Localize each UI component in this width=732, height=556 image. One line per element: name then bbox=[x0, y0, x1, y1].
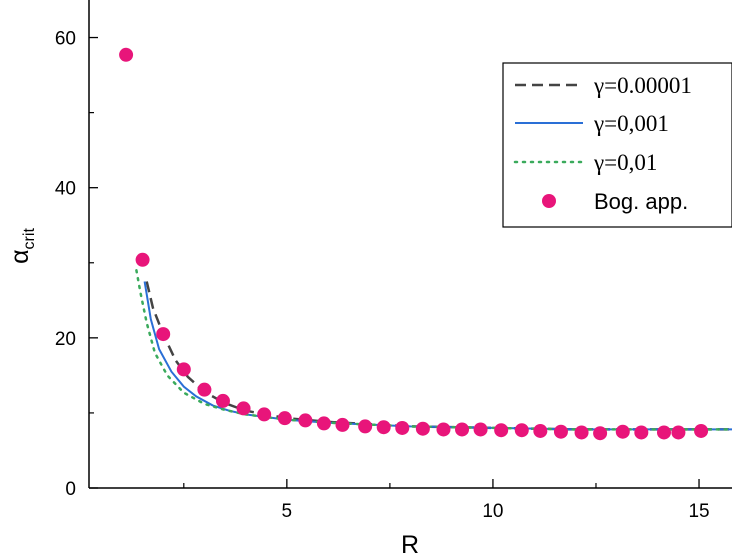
legend-label-3: Bog. app. bbox=[594, 189, 688, 214]
legend: γ=0.00001 γ=0,001 γ=0,01 Bog. app. bbox=[502, 62, 732, 228]
bog-app-point bbox=[553, 424, 568, 439]
bog-app-point bbox=[176, 362, 191, 377]
y-axis-label: αcrit bbox=[6, 228, 38, 264]
bog-app-point bbox=[358, 419, 373, 434]
legend-swatch-3 bbox=[542, 194, 556, 208]
y-tick-label: 60 bbox=[55, 29, 76, 50]
bog-app-point bbox=[634, 425, 649, 440]
bog-app-point bbox=[494, 423, 509, 438]
bog-app-point bbox=[593, 426, 608, 441]
bog-app-point bbox=[671, 425, 686, 440]
bog-app-point bbox=[135, 252, 150, 267]
x-tick-label: 5 bbox=[282, 501, 293, 522]
bog-app-point bbox=[376, 420, 391, 435]
bog-app-point bbox=[156, 327, 171, 342]
legend-label-1: γ=0,001 bbox=[593, 111, 669, 136]
bog-app-point bbox=[455, 422, 470, 437]
bog-app-point bbox=[436, 422, 451, 437]
x-ticks: 5 10 15 bbox=[183, 479, 710, 522]
bog-app-point bbox=[656, 425, 671, 440]
bog-app-point bbox=[257, 407, 272, 422]
bog-app-point bbox=[236, 401, 251, 416]
bog-app-point bbox=[395, 420, 410, 435]
y-ticks: 0 20 40 60 bbox=[55, 29, 98, 500]
y-tick-label: 40 bbox=[55, 179, 76, 200]
bog-app-point bbox=[415, 421, 430, 436]
bog-app-point bbox=[694, 423, 709, 438]
x-axis-label: R bbox=[401, 531, 419, 556]
bog-app-point bbox=[615, 424, 630, 439]
bog-app-point bbox=[574, 425, 589, 440]
bog-app-point bbox=[514, 423, 529, 438]
y-tick-label: 0 bbox=[65, 479, 76, 500]
legend-label-2: γ=0,01 bbox=[593, 150, 657, 175]
y-axis-label-sub: crit bbox=[21, 228, 38, 250]
bog-app-point bbox=[277, 411, 292, 426]
svg-text:αcrit: αcrit bbox=[6, 228, 38, 264]
legend-label-0: γ=0.00001 bbox=[593, 73, 692, 98]
bog-app-point bbox=[298, 413, 313, 428]
x-tick-label: 15 bbox=[688, 501, 709, 522]
x-tick-label: 10 bbox=[482, 501, 503, 522]
series-line-0 bbox=[145, 281, 732, 431]
y-axis-label-main: α bbox=[6, 249, 34, 263]
bog-app-point bbox=[215, 393, 230, 408]
bog-app-point bbox=[473, 422, 488, 437]
bog-app-point bbox=[335, 417, 350, 432]
bog-app-point bbox=[316, 416, 331, 431]
y-tick-label: 20 bbox=[55, 329, 76, 350]
bog-app-point bbox=[533, 423, 548, 438]
bog-app-point bbox=[119, 47, 134, 62]
legend-box bbox=[502, 62, 732, 228]
series-layer bbox=[119, 47, 732, 441]
bog-app-point bbox=[197, 382, 212, 397]
